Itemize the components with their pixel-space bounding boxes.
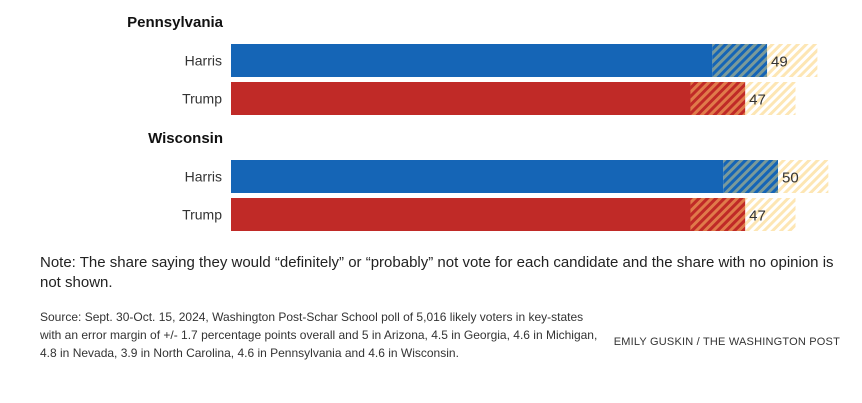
source: Source: Sept. 30-Oct. 15, 2024, Washingt…: [40, 310, 598, 360]
value-label: 47: [749, 208, 766, 225]
value-label: 47: [749, 92, 766, 109]
bar-probably: [690, 82, 746, 115]
margin-of-error-band: [778, 160, 829, 193]
bar-chart: Pennsylvania Harris 49 Trump 47 Wisconsin Harr…: [127, 14, 829, 231]
credit: EMILY GUSKIN / THE WASHINGTON POST: [613, 336, 840, 348]
group-title: Pennsylvania: [127, 14, 224, 31]
bar-label: Trump: [182, 91, 222, 107]
bar-label: Trump: [182, 207, 222, 223]
bar-definitely: [231, 82, 691, 115]
bar-definitely: [231, 160, 724, 193]
bar-definitely: [231, 198, 691, 231]
margin-of-error-band: [767, 44, 818, 77]
bar-probably: [723, 160, 778, 193]
bar-probably: [712, 44, 768, 77]
margin-of-error-band: [745, 198, 796, 231]
bar-label: Harris: [185, 169, 222, 185]
bar-probably: [690, 198, 746, 231]
bar-label: Harris: [185, 53, 222, 69]
value-label: 49: [771, 54, 788, 71]
group-title: Wisconsin: [148, 130, 223, 147]
note: Note: The share saying they would “defin…: [40, 254, 834, 291]
bar-definitely: [231, 44, 713, 77]
margin-of-error-band: [745, 82, 796, 115]
value-label: 50: [782, 170, 799, 187]
